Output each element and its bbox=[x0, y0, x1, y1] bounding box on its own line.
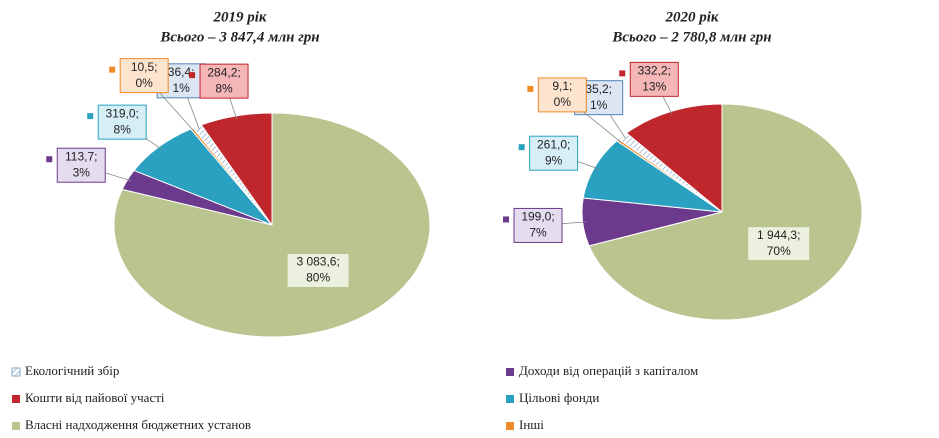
value-label: 113,7; bbox=[65, 149, 97, 163]
value-label: 199,0; bbox=[521, 210, 554, 224]
data-label: 284,2; 8% bbox=[189, 63, 249, 120]
chart-title: 2019 рік bbox=[212, 9, 266, 25]
label-box bbox=[97, 104, 147, 140]
label-key bbox=[189, 72, 196, 79]
percent-label: 13% bbox=[642, 80, 666, 94]
legend-label: Екологічний збір bbox=[25, 363, 119, 378]
label-key bbox=[87, 113, 94, 120]
legend-label: Цільові фонди bbox=[519, 390, 599, 405]
label-box bbox=[513, 207, 563, 243]
value-label: 319,0; bbox=[106, 106, 139, 120]
chart-title: 2020 рік bbox=[664, 9, 718, 25]
percent-label: 80% bbox=[306, 271, 330, 285]
pie-slice bbox=[588, 103, 863, 321]
label-key bbox=[619, 70, 626, 77]
label-key bbox=[503, 216, 510, 223]
label-box bbox=[56, 147, 106, 183]
data-label: 113,7; 3% bbox=[46, 147, 132, 183]
legend-label: Доходи від операцій з капіталом bbox=[519, 363, 698, 378]
label-box bbox=[286, 252, 350, 288]
chart-subtitle: Всього – 2 780,8 млн грн bbox=[611, 29, 771, 45]
value-label: 261,0; bbox=[537, 137, 570, 151]
data-label: 332,2; 13% bbox=[619, 61, 679, 115]
data-label: 3 083,6; 80% bbox=[276, 252, 350, 288]
value-label: 35,2; bbox=[585, 82, 612, 96]
legend-label: Кошти від пайової участі bbox=[25, 390, 165, 405]
legend-swatch bbox=[11, 367, 21, 377]
percent-label: 3% bbox=[73, 165, 91, 179]
percent-label: 8% bbox=[215, 81, 233, 95]
label-box bbox=[119, 58, 169, 94]
legend-swatch bbox=[506, 368, 514, 376]
data-label: 199,0; 7% bbox=[503, 207, 587, 243]
data-label: 1 944,3; 70% bbox=[736, 226, 811, 262]
value-label: 10,5; bbox=[131, 60, 158, 74]
label-box bbox=[747, 226, 811, 262]
value-label: 284,2; bbox=[207, 65, 240, 79]
value-label: 9,1; bbox=[552, 79, 572, 93]
label-key bbox=[518, 144, 525, 151]
label-key bbox=[109, 66, 116, 73]
pie-slice bbox=[113, 112, 431, 338]
value-label: 36,4; bbox=[168, 65, 195, 79]
legend-label: Інші bbox=[519, 417, 544, 432]
label-key bbox=[527, 85, 534, 92]
percent-label: 8% bbox=[114, 122, 132, 136]
label-box bbox=[529, 135, 579, 171]
percent-label: 1% bbox=[172, 81, 190, 95]
label-key bbox=[736, 234, 743, 241]
percent-label: 0% bbox=[136, 76, 154, 90]
chart-subtitle: Всього – 3 847,4 млн грн bbox=[159, 29, 319, 45]
legend-swatch bbox=[506, 422, 514, 430]
data-label: 319,0; 8% bbox=[87, 104, 163, 150]
percent-label: 0% bbox=[554, 95, 572, 109]
value-label: 1 944,3; bbox=[757, 228, 800, 242]
percent-label: 1% bbox=[590, 98, 608, 112]
legend-swatch bbox=[12, 395, 20, 403]
data-label: 9,1; 0% bbox=[527, 77, 622, 143]
value-label: 332,2; bbox=[638, 64, 671, 78]
label-box bbox=[199, 63, 249, 99]
percent-label: 70% bbox=[767, 244, 791, 258]
label-key bbox=[46, 156, 53, 163]
data-label: 10,5; 0% bbox=[109, 58, 195, 132]
label-box bbox=[537, 77, 587, 113]
legend-swatch bbox=[506, 395, 514, 403]
value-label: 3 083,6; bbox=[296, 255, 339, 269]
legend-swatch bbox=[12, 422, 20, 430]
label-key bbox=[276, 261, 283, 268]
data-label: 261,0; 9% bbox=[518, 135, 599, 171]
percent-label: 9% bbox=[545, 153, 563, 167]
percent-label: 7% bbox=[529, 226, 547, 240]
legend-label: Власні надходження бюджетних установ bbox=[25, 417, 251, 432]
label-box bbox=[629, 61, 679, 97]
